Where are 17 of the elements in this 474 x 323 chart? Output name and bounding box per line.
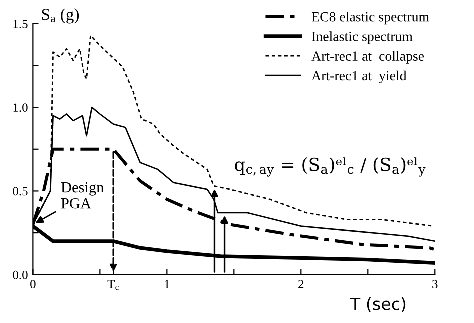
x-tick-label: 2: [298, 280, 304, 288]
y-tick-label: 1.0: [14, 104, 28, 112]
legend-label: Inelastic spectrum: [312, 32, 413, 44]
legend-label: EC8 elastic spectrum: [312, 12, 430, 25]
x-tick-label: 1: [165, 280, 170, 288]
text: q$_{c,ay}$ = (S$_{a}$)ᵉˡ$_{c}$ / (S$_{a}$)ᵉˡ$_{y}$: [235, 157, 426, 177]
legend-label: Art-rec1 at yield: [312, 70, 407, 84]
x-axis-title: T (sec): [350, 297, 406, 312]
x-tick-label: 0: [30, 280, 36, 289]
y-tick-label: 0.5: [13, 187, 28, 196]
y-tick-label: 0.0: [13, 270, 28, 280]
x-tick-label: T$_{c}$: [108, 280, 119, 290]
legend-label: Art-rec1 at collapse: [312, 51, 424, 64]
annotation: Design PGA: [61, 182, 104, 209]
y-tick-label: 1.5: [14, 20, 28, 28]
x-tick-label: 3: [432, 280, 438, 289]
y-axis-title: S$_{a}$ (g): [42, 8, 80, 24]
